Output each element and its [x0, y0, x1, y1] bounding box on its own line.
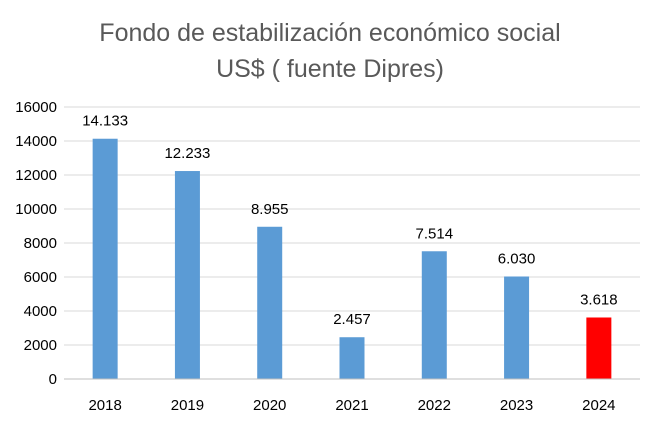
bar-2024 [586, 317, 612, 379]
chart-title: Fondo de estabilización económico social [99, 19, 560, 47]
y-tick-label: 0 [49, 371, 57, 388]
x-tick-label: 2019 [171, 397, 204, 414]
y-axis-ticks: 0 2000 4000 6000 8000 10000 12000 14000 16000 [15, 99, 57, 388]
x-tick-label: 2021 [335, 397, 368, 414]
x-axis-ticks: 2018 2019 2020 2021 2022 2023 2024 [88, 397, 615, 414]
x-tick-label: 2022 [418, 397, 451, 414]
data-label-2023: 6.030 [498, 250, 536, 267]
x-tick-label: 2023 [500, 397, 533, 414]
bars [92, 138, 612, 379]
y-tick-label: 14000 [15, 133, 57, 150]
data-label-2020: 8.955 [251, 201, 289, 218]
bar-2020 [257, 226, 283, 379]
data-label-2022: 7.514 [416, 225, 454, 242]
data-label-2019: 12.233 [164, 145, 210, 162]
y-tick-label: 12000 [15, 167, 57, 184]
bar-2022 [421, 251, 447, 379]
y-tick-label: 8000 [24, 235, 57, 252]
bar-2021 [339, 337, 365, 379]
bar-2023 [504, 276, 530, 379]
data-label-2024: 3.618 [580, 291, 618, 308]
data-labels: 14.133 12.233 8.955 2.457 7.514 6.030 3.618 [82, 113, 617, 328]
y-tick-label: 10000 [15, 201, 57, 218]
y-tick-label: 2000 [24, 337, 57, 354]
data-label-2018: 14.133 [82, 113, 128, 130]
y-tick-label: 4000 [24, 303, 57, 320]
chart-subtitle: US$ ( fuente Dipres) [216, 55, 444, 83]
x-tick-label: 2024 [582, 397, 615, 414]
x-tick-label: 2020 [253, 397, 286, 414]
y-tick-label: 16000 [15, 99, 57, 116]
gridlines [64, 106, 640, 346]
x-tick-label: 2018 [88, 397, 121, 414]
y-tick-label: 6000 [24, 269, 57, 286]
data-label-2021: 2.457 [333, 311, 371, 328]
bar-2019 [174, 171, 200, 379]
bar-2018 [92, 138, 118, 379]
